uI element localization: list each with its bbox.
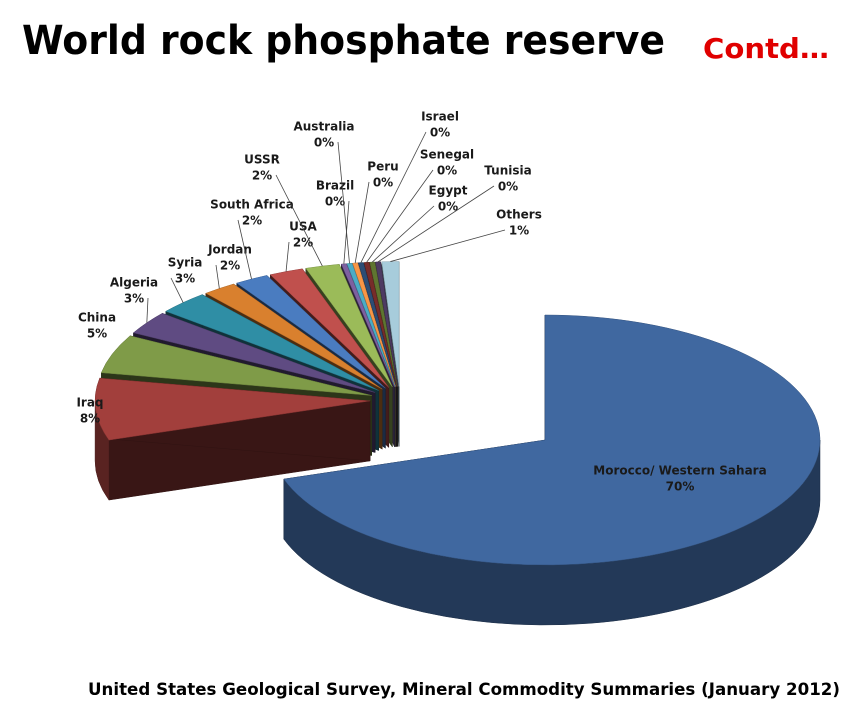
slice-tops — [94, 261, 821, 566]
leader-line — [146, 297, 149, 323]
data-label-value: 0% — [438, 200, 458, 214]
data-label-value: 3% — [175, 272, 195, 286]
data-label-name: USA — [289, 220, 317, 234]
leader-line — [377, 185, 495, 263]
data-label-value: 0% — [373, 176, 393, 190]
source-note: United States Geological Survey, Mineral… — [88, 680, 840, 700]
pie-slice — [94, 377, 371, 441]
pie-slice — [283, 314, 821, 566]
leader-line — [237, 219, 252, 280]
data-label-value: 70% — [666, 480, 695, 494]
data-label-name: USSR — [244, 153, 280, 167]
annotation: Contd… — [703, 32, 829, 65]
data-label-value: 5% — [87, 327, 107, 341]
data-label-value: 2% — [242, 214, 262, 228]
pie-slice — [100, 335, 372, 396]
data-label-value: 1% — [509, 224, 529, 238]
data-label-value: 0% — [430, 126, 450, 140]
leader-line — [366, 169, 434, 263]
data-label-name: Iraq — [76, 396, 103, 410]
chart-title: World rock phosphate reserve — [22, 18, 665, 64]
data-label-name: Israel — [421, 110, 459, 124]
data-label-name: Peru — [367, 160, 398, 174]
data-label-name: Brazil — [316, 179, 354, 193]
leader-line — [372, 205, 435, 263]
data-label-name: Egypt — [429, 184, 468, 198]
leader-line — [354, 181, 370, 264]
data-label-name: Australia — [293, 120, 354, 134]
pie-slice — [357, 262, 397, 387]
pie-slice — [363, 261, 397, 387]
data-label-value: 3% — [124, 292, 144, 306]
pie-slice — [236, 275, 386, 389]
data-label-name: Tunisia — [484, 164, 531, 178]
leader-line — [275, 174, 323, 267]
leader-line — [170, 277, 184, 303]
data-label-name: Morocco/ Western Sahara — [593, 464, 766, 478]
leader-line — [215, 264, 220, 289]
data-label-name: Jordan — [207, 243, 252, 257]
data-label-name: South Africa — [210, 198, 294, 212]
pie-slice — [375, 261, 399, 387]
data-label-value: 2% — [220, 259, 240, 273]
data-labels: Morocco/ Western Sahara 70% Iraq 8% China 5% A… — [76, 110, 766, 494]
data-label-name: Algeria — [110, 276, 158, 290]
data-label-value: 0% — [314, 136, 334, 150]
data-label-value: 0% — [437, 164, 457, 178]
leader-line — [337, 141, 350, 264]
data-label-name: China — [78, 311, 116, 325]
pie-slice — [340, 263, 395, 387]
leader-line — [360, 131, 427, 263]
data-label-value: 0% — [325, 195, 345, 209]
data-label-name: Syria — [168, 256, 203, 270]
pie-slice — [205, 283, 383, 390]
data-label-value: 0% — [498, 180, 518, 194]
data-label-value: 2% — [293, 236, 313, 250]
data-label-name: Others — [496, 208, 542, 222]
leader-line — [285, 241, 290, 272]
leader-line — [390, 229, 506, 262]
data-label-name: Senegal — [420, 148, 474, 162]
data-label-value: 8% — [80, 412, 100, 426]
data-label-value: 2% — [252, 169, 272, 183]
